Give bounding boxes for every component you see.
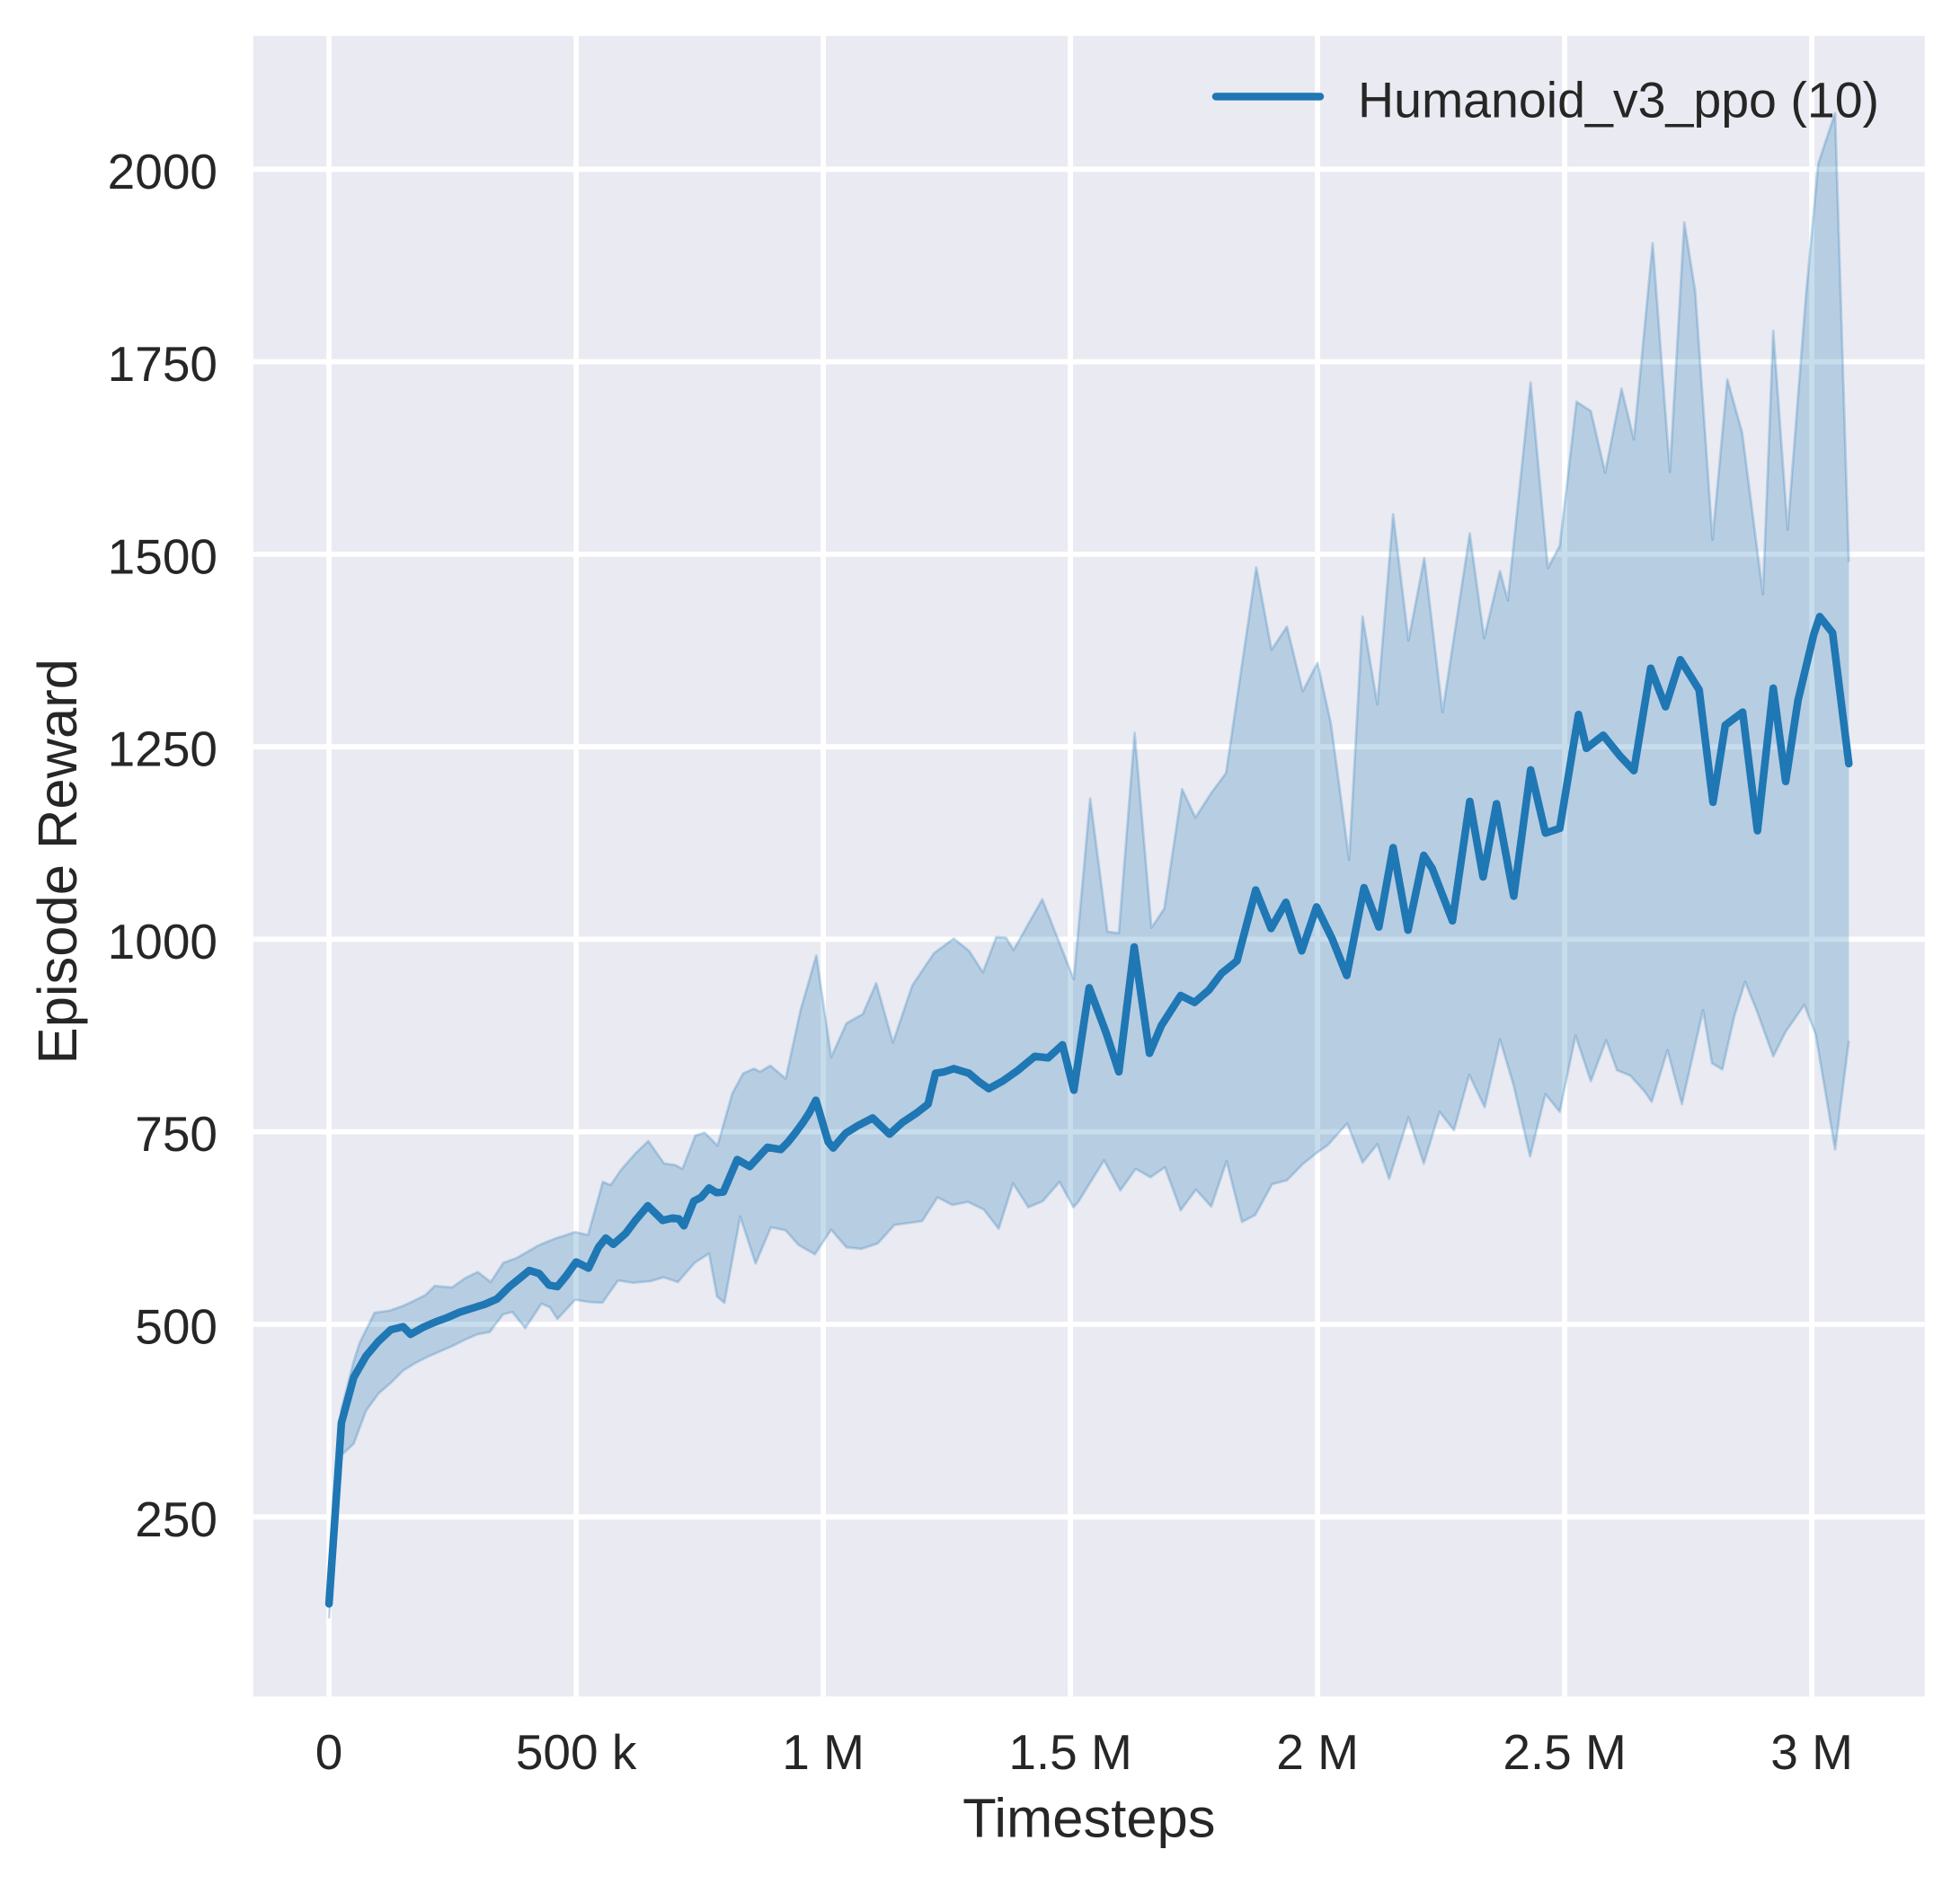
svg-text:1000: 1000	[108, 914, 217, 969]
svg-text:2000: 2000	[108, 144, 217, 199]
svg-text:2.5 M: 2.5 M	[1503, 1724, 1627, 1780]
svg-text:3 M: 3 M	[1770, 1724, 1853, 1780]
svg-text:2 M: 2 M	[1276, 1724, 1359, 1780]
svg-text:Episode Reward: Episode Reward	[27, 659, 89, 1064]
svg-text:1500: 1500	[108, 528, 217, 584]
svg-text:Humanoid_v3_ppo (10): Humanoid_v3_ppo (10)	[1358, 73, 1879, 128]
svg-text:Timesteps: Timesteps	[962, 1787, 1215, 1849]
svg-text:500: 500	[135, 1299, 217, 1355]
svg-text:1.5 M: 1.5 M	[1008, 1724, 1132, 1780]
svg-text:1250: 1250	[108, 721, 217, 777]
svg-text:250: 250	[135, 1491, 217, 1547]
svg-text:500 k: 500 k	[516, 1724, 637, 1780]
svg-text:1750: 1750	[108, 336, 217, 392]
svg-text:0: 0	[315, 1724, 343, 1780]
svg-text:1 M: 1 M	[782, 1724, 865, 1780]
svg-text:750: 750	[135, 1106, 217, 1162]
